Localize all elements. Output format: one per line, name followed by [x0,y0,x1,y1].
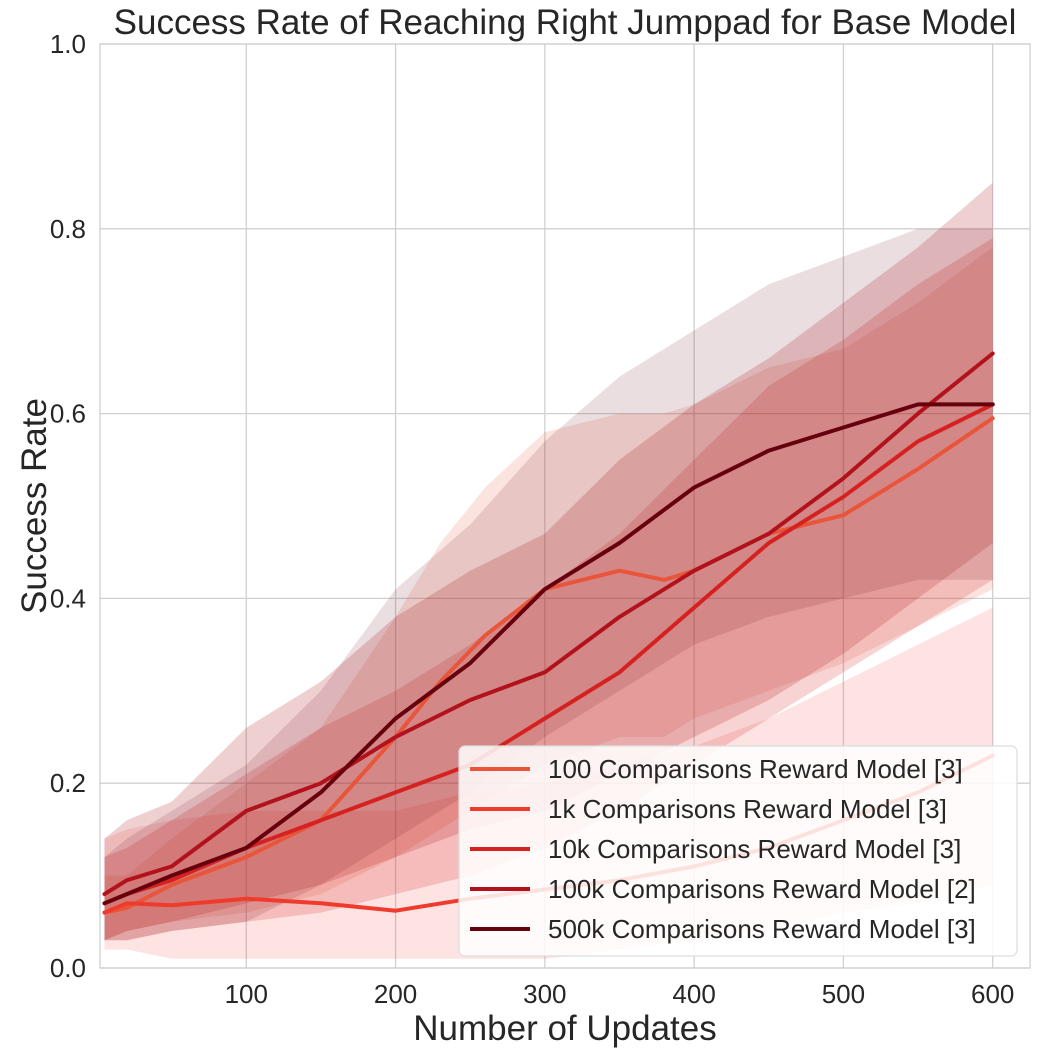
series-line [102,416,995,915]
confidence-band [104,247,993,941]
x-tick-label: 400 [672,979,715,1009]
chart-title: Success Rate of Reaching Right Jumppad f… [114,3,1017,42]
series-line [102,402,995,906]
plot-frame [99,43,1031,969]
x-tick-label: 100 [225,979,268,1009]
y-axis-label: Success Rate [15,398,54,614]
legend-box [458,745,1018,957]
series-line [102,351,995,897]
y-tick-label: 1.0 [50,29,86,59]
confidence-band [104,182,993,941]
tick-labels: 100 200 300 400 500 600 0.0 0.2 0.4 0.6 0.8 1.0 [50,29,1015,1009]
x-tick-label: 200 [374,979,417,1009]
x-axis-label: Number of Updates [413,1009,716,1048]
legend: 100 Comparisons Reward Model [3] 1k Compa… [458,745,1018,957]
x-tick-label: 300 [523,979,566,1009]
legend-label: 500k Comparisons Reward Model [3] [548,914,976,944]
legend-label: 1k Comparisons Reward Model [3] [548,794,947,824]
y-tick-label: 0.8 [50,214,86,244]
y-tick-label: 0.4 [50,583,86,613]
y-tick-label: 0.2 [50,768,86,798]
series-line [102,402,995,906]
x-tick-label: 500 [822,979,865,1009]
x-tick-label: 600 [971,979,1014,1009]
legend-label: 100 Comparisons Reward Model [3] [548,754,963,784]
legend-label: 100k Comparisons Reward Model [2] [548,874,976,904]
y-tick-label: 0.6 [50,399,86,429]
y-tick-label: 0.0 [50,953,86,983]
legend-label: 10k Comparisons Reward Model [3] [548,834,961,864]
